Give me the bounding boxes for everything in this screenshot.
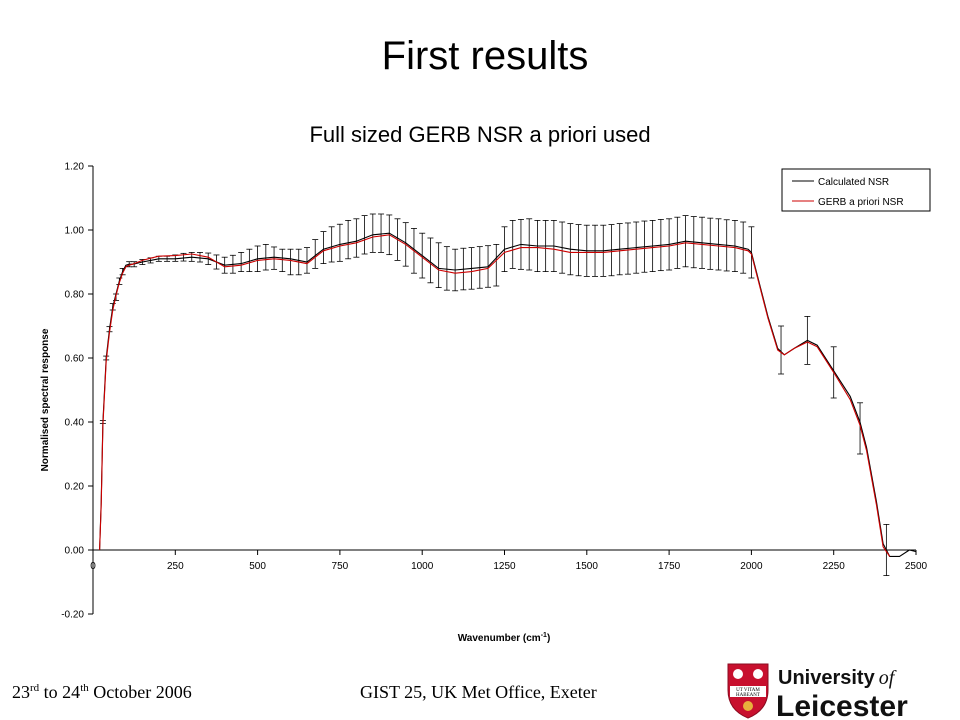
footer-date: 23rd to 24th October 2006 bbox=[12, 682, 192, 702]
error-bar bbox=[435, 242, 442, 289]
error-bar bbox=[427, 237, 434, 284]
y-tick-label: 0.20 bbox=[65, 482, 85, 493]
slide-title: First results bbox=[381, 34, 589, 78]
logo-motto-1: UT VITAM bbox=[736, 688, 760, 693]
error-bar bbox=[279, 248, 286, 272]
x-tick-label: 2250 bbox=[823, 561, 846, 572]
y-axis-label: Normalised spectral response bbox=[40, 328, 51, 471]
series-line-apriori bbox=[99, 234, 891, 557]
x-tick-label: 750 bbox=[332, 561, 349, 572]
error-bar bbox=[303, 247, 310, 274]
y-tick-labels: -0.20 0.00 0.20 0.40 0.60 0.80 1.00 1.20 bbox=[61, 162, 93, 621]
series-line-calculated bbox=[99, 232, 917, 557]
series-lines bbox=[99, 232, 917, 557]
footer-event: GIST 25, UK Met Office, Exeter bbox=[360, 682, 597, 702]
x-tick-label: 1500 bbox=[576, 561, 599, 572]
error-bar bbox=[271, 246, 278, 270]
x-tick-label: 2000 bbox=[740, 561, 763, 572]
university-logo: UT VITAM HABEANT University of Leicester bbox=[727, 663, 908, 720]
error-bar bbox=[312, 239, 319, 269]
error-bar bbox=[361, 215, 368, 255]
legend-label-apriori: GERB a priori NSR bbox=[818, 197, 904, 208]
error-bar bbox=[526, 218, 533, 271]
error-bar bbox=[328, 226, 335, 263]
error-bar bbox=[196, 252, 203, 263]
y-tick-label: 0.40 bbox=[65, 418, 85, 429]
error-bar bbox=[378, 213, 385, 253]
legend-label-calculated: Calculated NSR bbox=[818, 177, 889, 188]
error-bar bbox=[345, 220, 352, 260]
error-bar bbox=[336, 223, 343, 262]
error-bar bbox=[493, 244, 500, 287]
rose-icon-bottom bbox=[743, 701, 753, 711]
x-tick-label: 2500 bbox=[905, 561, 928, 572]
legend: Calculated NSR GERB a priori NSR bbox=[781, 168, 931, 212]
rose-icon-right bbox=[753, 669, 763, 679]
nsr-chart: -0.20 0.00 0.20 0.40 0.60 0.80 1.00 1.20 0 250 50… bbox=[40, 162, 931, 644]
y-tick-label: 0.00 bbox=[65, 546, 85, 557]
x-tick-label: 250 bbox=[167, 561, 184, 572]
error-bar bbox=[238, 252, 245, 272]
error-bar bbox=[509, 220, 516, 269]
error-bar bbox=[262, 244, 269, 271]
logo-wordmark-line1: University of bbox=[778, 667, 897, 689]
error-bar bbox=[778, 325, 785, 375]
error-bars bbox=[99, 213, 890, 577]
error-bar bbox=[443, 246, 450, 291]
legend-box bbox=[781, 168, 931, 212]
chart-title: Full sized GERB NSR a priori used bbox=[309, 122, 651, 147]
logo-motto-2: HABEANT bbox=[736, 693, 760, 698]
shield-band bbox=[730, 686, 766, 697]
x-tick-labels: 0 250 500 750 1000 1250 1500 1750 2000 2250 2500 bbox=[90, 550, 928, 572]
y-tick-label: -0.20 bbox=[61, 610, 84, 621]
x-tick-label: 1250 bbox=[493, 561, 516, 572]
x-tick-label: 1750 bbox=[658, 561, 681, 572]
error-bar bbox=[353, 218, 360, 258]
error-bar bbox=[246, 248, 253, 272]
x-tick-label: 500 bbox=[249, 561, 266, 572]
error-bar bbox=[857, 402, 864, 455]
x-tick-label: 0 bbox=[90, 561, 96, 572]
error-bar bbox=[369, 213, 376, 253]
y-tick-label: 0.60 bbox=[65, 354, 85, 365]
error-bar bbox=[287, 248, 294, 276]
logo-wordmark-line2: Leicester bbox=[776, 690, 908, 720]
y-tick-label: 1.00 bbox=[65, 226, 85, 237]
rose-icon-left bbox=[733, 669, 743, 679]
y-tick-label: 0.80 bbox=[65, 290, 85, 301]
y-tick-label: 1.20 bbox=[65, 162, 85, 173]
x-axis-label: Wavenumber (cm-1) bbox=[458, 632, 551, 644]
error-bar bbox=[320, 231, 327, 264]
x-tick-label: 1000 bbox=[411, 561, 434, 572]
